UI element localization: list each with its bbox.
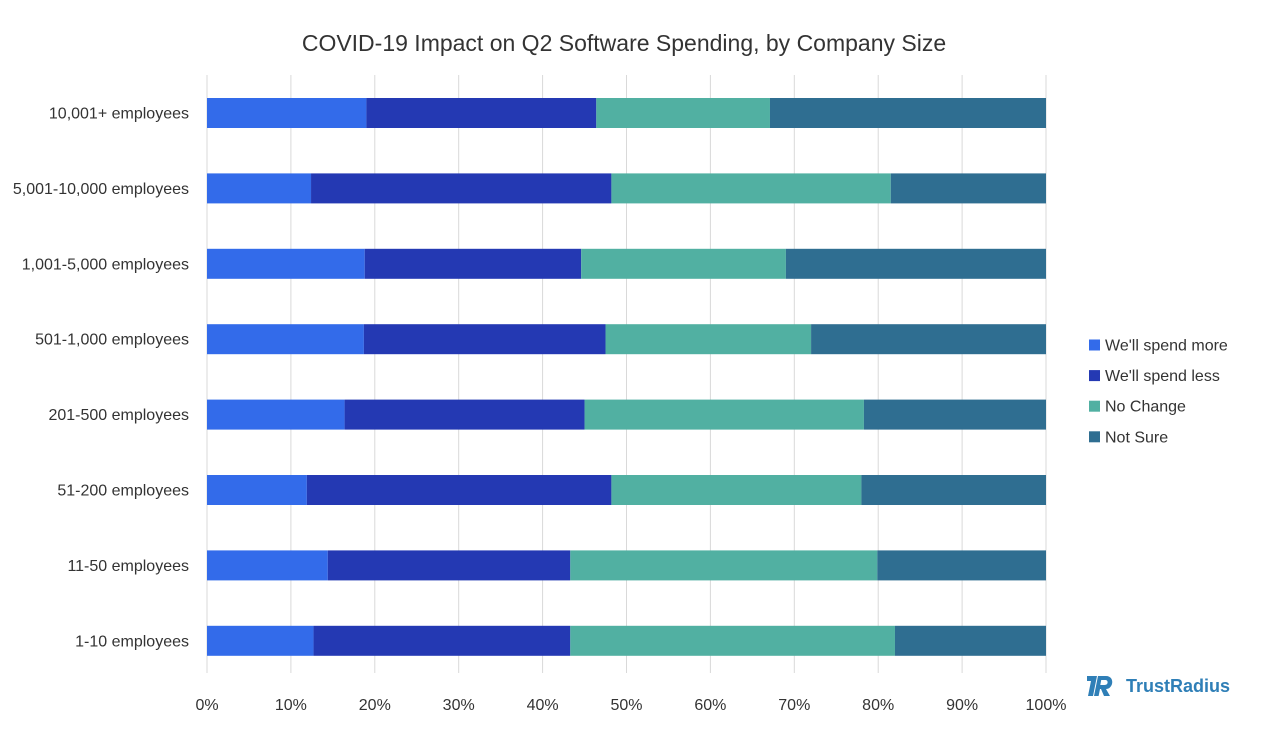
category-label: 201-500 employees [48,407,189,424]
bar-segment [207,550,328,581]
bar-segment [207,625,314,656]
bars [207,98,1046,656]
x-tick-label: 20% [359,697,391,714]
bar-segment [596,98,770,128]
legend-swatch [1089,339,1100,351]
legend-label: No Change [1105,399,1186,416]
legend-label: We'll spend less [1105,368,1220,385]
trustradius-logo-icon [1087,676,1113,696]
bar-segment [769,98,1046,128]
x-tick-label: 100% [1026,697,1067,714]
bar-segment [863,399,1046,430]
bar-segment [894,625,1046,656]
category-label: 11-50 employees [67,558,189,575]
bar-segment [207,98,367,128]
legend-swatch [1089,370,1100,382]
x-tick-label: 70% [778,697,810,714]
chart-title: COVID-19 Impact on Q2 Software Spending,… [302,30,946,56]
x-tick-label: 30% [443,697,475,714]
bar-segment [363,324,606,355]
category-labels: 10,001+ employees 5,001-10,000 employees 1… [13,106,189,651]
bar-segment [581,248,786,279]
brand-logo: TrustRadius [1087,676,1230,696]
category-label: 5,001-10,000 employees [13,181,189,198]
legend-label: We'll spend more [1105,338,1228,355]
x-tick-label: 10% [275,697,307,714]
legend-swatch [1089,431,1100,443]
bar-segment [605,324,812,355]
bar-segment [364,248,582,279]
bar-segment [877,550,1046,581]
x-tick-label: 80% [862,697,894,714]
bar-segment [207,173,312,204]
bar-segment [584,399,864,430]
category-label: 10,001+ employees [49,106,189,123]
bar-segment [207,248,365,279]
bar-segment [890,173,1046,204]
x-tick-label: 0% [195,697,218,714]
brand-name: TrustRadius [1126,676,1230,696]
bar-segment [611,475,862,505]
gridlines [206,75,1047,673]
x-tick-label: 40% [527,697,559,714]
legend: We'll spend more We'll spend less No Chang… [1089,338,1228,446]
bar-segment [611,173,891,204]
category-label: 1-10 employees [75,633,189,650]
bar-segment [861,475,1046,505]
category-label: 1,001-5,000 employees [22,256,189,273]
x-axis-ticks: 0% 10% 20% 30% 40% 50% 60% 70% 80% 90% 100% [195,697,1066,714]
bar-segment [785,248,1046,279]
x-tick-label: 50% [610,697,642,714]
bar-segment [366,98,597,128]
bar-segment [570,625,895,656]
legend-swatch [1089,400,1100,412]
legend-label: Not Sure [1105,429,1168,446]
bar-segment [313,625,571,656]
bar-segment [207,399,345,430]
bar-segment [311,173,612,204]
x-tick-label: 60% [694,697,726,714]
bar-segment [207,324,364,355]
bar-segment [327,550,571,581]
bar-segment [344,399,585,430]
category-label: 51-200 employees [57,483,189,500]
category-label: 501-1,000 employees [35,332,189,349]
bar-segment [207,475,307,505]
bar-segment [811,324,1046,355]
bar-segment [570,550,878,581]
x-tick-label: 90% [946,697,978,714]
bar-segment [306,475,612,505]
